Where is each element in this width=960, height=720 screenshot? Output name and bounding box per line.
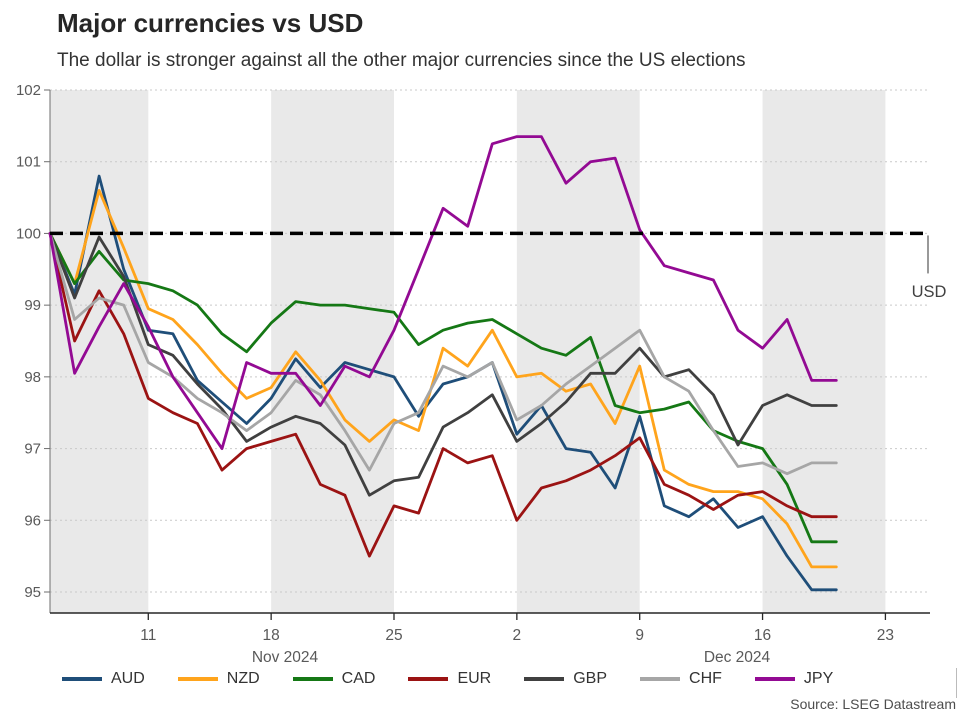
- week-shading-band: [50, 90, 149, 613]
- y-tick-label: 101: [16, 154, 41, 171]
- legend-item-NZD: NZD: [177, 670, 260, 688]
- legend-swatch-NZD: [177, 677, 218, 681]
- legend-swatch-CAD: [292, 677, 333, 681]
- y-tick-label: 95: [24, 584, 41, 601]
- x-tick-label: 23: [877, 627, 894, 644]
- legend-item-JPY: JPY: [754, 670, 834, 688]
- legend-swatch-CHF: [640, 677, 681, 681]
- x-tick-label: 9: [635, 627, 644, 644]
- x-tick-label: 16: [754, 627, 771, 644]
- legend-item-AUD: AUD: [62, 670, 145, 688]
- week-shading-band: [762, 90, 886, 613]
- week-shading-band: [271, 90, 394, 613]
- legend-swatch-GBP: [524, 677, 565, 681]
- legend-label-GBP: GBP: [573, 670, 608, 687]
- y-tick-label: 98: [24, 369, 41, 386]
- legend-swatch-JPY: [754, 677, 795, 681]
- x-tick-label: 25: [385, 627, 402, 644]
- legend-swatch-EUR: [408, 677, 449, 681]
- y-tick-label: 100: [16, 225, 41, 242]
- y-tick-label: 96: [24, 512, 41, 529]
- legend-label-CAD: CAD: [341, 670, 376, 687]
- y-tick-label: 102: [16, 82, 41, 99]
- series-line-EUR: [48, 231, 838, 558]
- frame-edge-divider: [956, 668, 957, 698]
- series-line-NZD: [48, 188, 838, 569]
- page-subtitle: The dollar is stronger against all the o…: [57, 50, 746, 71]
- x-tick-label: 2: [513, 627, 522, 644]
- y-tick-label: 97: [24, 441, 41, 458]
- source-credit: Source: LSEG Datastream: [790, 696, 956, 712]
- y-tick-label: 99: [24, 297, 41, 314]
- legend-item-GBP: GBP: [524, 670, 607, 688]
- series-line-GBP: [48, 231, 838, 497]
- usd-baseline-label: USD: [912, 283, 947, 301]
- x-tick-label: 11: [140, 627, 156, 644]
- series-line-CHF: [48, 231, 838, 476]
- legend-label-NZD: NZD: [226, 670, 260, 687]
- chart-legend: AUD NZD CAD EUR GBP CHF JPY: [62, 670, 833, 688]
- legend-item-EUR: EUR: [408, 670, 491, 688]
- legend-swatch-AUD: [62, 677, 102, 681]
- legend-label-JPY: JPY: [803, 670, 834, 687]
- legend-label-CHF: CHF: [689, 670, 722, 687]
- week-shading-band: [516, 90, 640, 613]
- legend-label-AUD: AUD: [111, 670, 145, 687]
- currency-line-chart: 95 96 97 98 99 100 101 102 11 18 25 2 9 16 23 Nov 2024 D…: [16, 82, 947, 665]
- series-line-JPY: [48, 135, 838, 451]
- legend-item-CAD: CAD: [292, 670, 376, 688]
- page-title: Major currencies vs USD: [57, 8, 364, 38]
- legend-label-EUR: EUR: [457, 670, 492, 687]
- legend-item-CHF: CHF: [640, 670, 722, 688]
- x-tick-label: 18: [263, 627, 280, 644]
- month-label: Dec 2024: [704, 649, 771, 665]
- series-line-AUD: [48, 174, 838, 592]
- series-line-CAD: [48, 231, 838, 544]
- month-label: Nov 2024: [252, 649, 319, 665]
